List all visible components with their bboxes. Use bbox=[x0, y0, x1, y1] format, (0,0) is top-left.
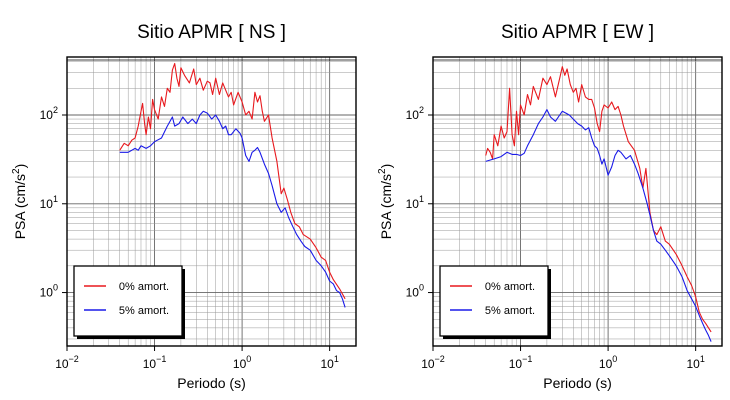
legend-box bbox=[73, 265, 183, 337]
x-tick-label: 10−1 bbox=[143, 354, 167, 371]
chart-title: Sitio APMR [ NS ] bbox=[137, 22, 286, 43]
x-axis-label: Periodo (s) bbox=[177, 375, 245, 391]
x-tick-label: 101 bbox=[320, 354, 338, 371]
legend: 0% amort. 5% amort. bbox=[73, 265, 185, 339]
legend-label: 5% amort. bbox=[119, 305, 169, 317]
x-tick-label: 10−2 bbox=[421, 354, 445, 371]
grid bbox=[66, 57, 357, 346]
y-axis-label: PSA (cm/s2) bbox=[377, 164, 394, 240]
y-tick-label: 101 bbox=[406, 194, 424, 211]
x-tick-label: 101 bbox=[686, 354, 704, 371]
y-axis: 100 101 102 bbox=[40, 105, 67, 300]
y-tick-label: 102 bbox=[40, 105, 58, 122]
y-tick-label: 100 bbox=[40, 283, 58, 300]
chart-ew: Sitio APMR [ EW ] 10−2 10−1 100 10110010110… bbox=[377, 22, 723, 391]
x-tick-label: 100 bbox=[599, 354, 617, 371]
x-axis: 10−2 10−1 100 101 bbox=[55, 346, 339, 371]
x-tick-label: 100 bbox=[233, 354, 251, 371]
plot-frame bbox=[432, 56, 723, 347]
x-tick-label: 10−1 bbox=[509, 354, 533, 371]
legend: 0% amort. 5% amort. bbox=[439, 265, 551, 339]
legend-label: 0% amort. bbox=[485, 281, 535, 293]
y-tick-label: 102 bbox=[406, 105, 424, 122]
chart-ns: Sitio APMR [ NS ] 10−2 10−1 100 10110010110… bbox=[11, 22, 357, 391]
y-tick-label: 100 bbox=[406, 283, 424, 300]
series-line bbox=[119, 62, 346, 300]
y-axis-label: PSA (cm/s2) bbox=[11, 164, 28, 240]
y-tick-label: 101 bbox=[40, 194, 58, 211]
series-line bbox=[485, 66, 712, 333]
plot-frame bbox=[66, 56, 357, 347]
chart-title: Sitio APMR [ EW ] bbox=[501, 22, 654, 43]
x-tick-label: 10−2 bbox=[55, 354, 79, 371]
legend-label: 5% amort. bbox=[485, 305, 535, 317]
legend-label: 0% amort. bbox=[119, 281, 169, 293]
series-line bbox=[119, 110, 346, 308]
x-axis-label: Periodo (s) bbox=[543, 375, 611, 391]
legend-box bbox=[439, 265, 549, 337]
x-axis: 10−2 10−1 100 101 bbox=[421, 346, 705, 371]
y-axis: 100 101 102 bbox=[406, 105, 433, 300]
series-line bbox=[485, 109, 712, 342]
